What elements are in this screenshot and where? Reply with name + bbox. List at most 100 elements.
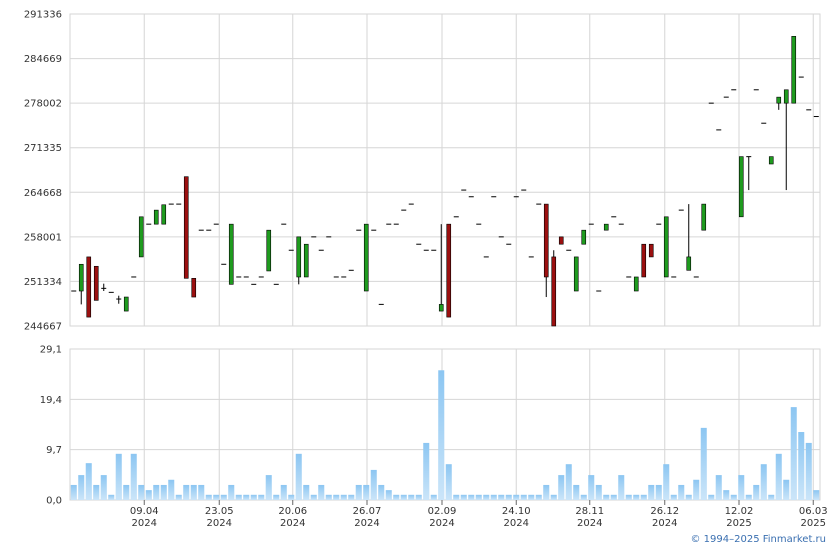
volume-bar-shade [213,494,220,500]
x-tick-label-line: 2024 [577,518,602,529]
volume-bar-shade [160,484,167,500]
candle-body [776,96,782,104]
volume-bar-shade [498,494,505,500]
x-tick-label-line: 26.12 [650,506,679,517]
x-tick-label: 23.05 2024 [205,506,234,529]
x-tick-label: 26.12 2024 [650,506,679,529]
volume-bar-shade [550,494,557,500]
x-tick-label-line: 09.04 [130,506,159,517]
x-tick-label-line: 2025 [726,518,751,529]
candle-body [573,256,579,292]
candle-body [138,216,144,258]
volume-bar-shade [543,484,550,500]
volume-bar-shade [175,494,182,500]
candle-body [438,304,444,312]
y-tick-label: 0,0 [46,496,62,507]
volume-bar-shade [310,494,317,500]
volume-bar-shade [453,494,460,500]
x-tick-label-line: 2024 [132,518,157,529]
volume-bar-shade [318,484,325,500]
volume-bar-shade [408,494,415,500]
volume-bar-shade [445,464,452,500]
candle-body [161,204,167,225]
volume-bar-shade [220,494,227,500]
volume-bar-shade [198,484,205,500]
volume-bar-shade [355,484,362,500]
volume-bar-shade [603,494,610,500]
x-tick-label: 28.11 2024 [575,506,604,529]
volume-bar-shade [753,484,760,500]
volume-bar-shade [130,453,137,500]
volume-bar-shade [138,484,145,500]
x-tick-label-line: 20.06 [278,506,307,517]
volume-bar-shade [70,484,77,500]
y-tick-label: 29,1 [40,345,62,356]
volume-bar-shade [595,484,602,500]
x-tick-label: 20.06 2024 [278,506,307,529]
volume-bar-shade [468,494,475,500]
volume-bar-shade [723,490,730,500]
volume-bar-shade [513,494,520,500]
volume-bar-shade [423,442,430,500]
volume-bar-shade [768,494,775,500]
volume-bar-shade [340,494,347,500]
volume-bar-shade [790,407,797,500]
volume-bar-shade [535,494,542,500]
volume-bar-shade [370,469,377,500]
volume-bar-shade [190,484,197,500]
volume-bar-shade [520,494,527,500]
volume-bar-shade [580,494,587,500]
volume-bar-shade [528,494,535,500]
volume-bar-shade [85,463,92,500]
volume-bar-shade [333,494,340,500]
y-tick-label: 284669 [24,54,62,65]
candle-body [153,209,159,225]
candle-body [701,203,707,231]
candle-body [191,278,197,298]
volume-bar-shade [400,494,407,500]
volume-bar-shade [475,494,482,500]
candle-body [93,265,99,301]
candle-body [648,243,654,258]
volume-bar-shade [670,494,677,500]
volume-bar-shade [100,475,107,500]
candle-body [363,223,369,292]
volume-bar-shade [123,484,130,500]
volume-bar-shade [168,479,175,500]
volume-bar-shade [325,494,332,500]
y-tick-label: 9,7 [46,445,62,456]
volume-bar-shade [460,494,467,500]
x-tick-label-line: 26.07 [353,506,382,517]
candle-body [446,223,452,318]
volume-bar-shade [153,484,160,500]
candle-body [296,236,302,278]
candle-body [633,276,639,292]
x-tick-label-line: 2024 [354,518,379,529]
volume-bar-shade [490,494,497,500]
volume-bar-shade [633,494,640,500]
volume-bar-shade [798,432,805,500]
volume-bar-shade [205,494,212,500]
candle-body [86,256,92,318]
volume-bar-shade [280,484,287,500]
volume-bar-shade [250,494,257,500]
volume-bar-shade [588,475,595,500]
volume-bar-shade [813,490,820,500]
volume-bar-shade [715,475,722,500]
volume-plot-area [69,348,821,501]
x-tick-label-line: 12.02 [725,506,754,517]
volume-bar-shade [618,475,625,500]
volume-bar-shade [648,484,655,500]
volume-bar-shade [378,484,385,500]
volume-bar-shade [288,494,295,500]
y-tick-label: 258001 [24,232,62,243]
volume-bar-shade [625,494,632,500]
volume-bar-shade [685,494,692,500]
volume-bar-shade [663,464,670,500]
y-tick-label: 251334 [24,277,62,288]
volume-bar-shade [78,475,85,500]
candle-body [183,176,189,279]
candle-body [228,223,234,285]
volume-bar-shade [700,427,707,500]
